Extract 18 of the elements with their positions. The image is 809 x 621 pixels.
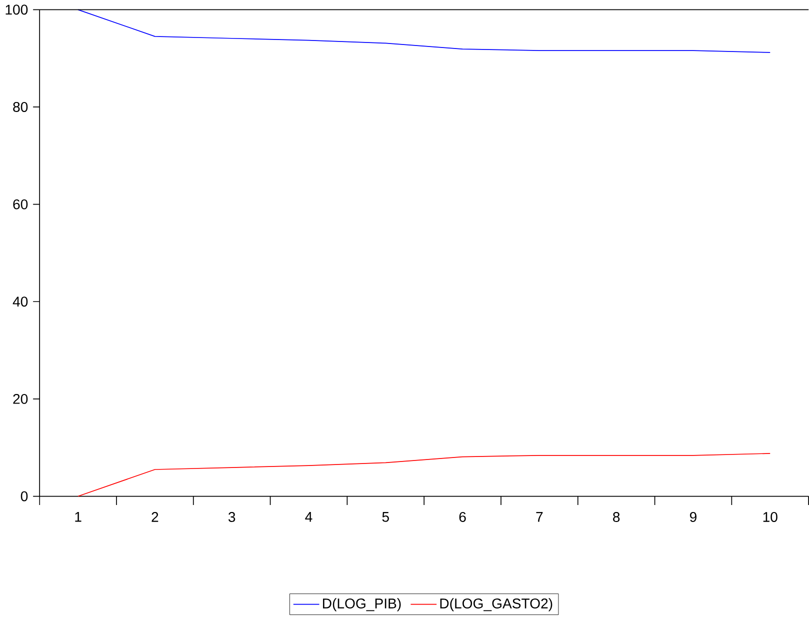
x-tick-label: 9 bbox=[690, 512, 696, 522]
x-tick-label: 8 bbox=[613, 512, 620, 522]
x-tick-label: 3 bbox=[228, 512, 236, 522]
x-tick-label: 6 bbox=[459, 512, 466, 522]
y-tick-label: 20 bbox=[13, 394, 28, 404]
x-tick-label: 5 bbox=[382, 512, 389, 522]
x-tick-label: 4 bbox=[305, 512, 312, 522]
x-tick-label: 1 bbox=[75, 512, 82, 522]
y-tick-label: 40 bbox=[12, 296, 28, 306]
y-tick-label: 60 bbox=[13, 199, 28, 210]
legend-label: D(LOG_PIB) bbox=[323, 598, 401, 611]
x-tick-label: 2 bbox=[152, 512, 158, 522]
x-tick-label: 7 bbox=[536, 512, 543, 522]
y-tick-label: 100 bbox=[6, 4, 28, 14]
y-tick-label: 0 bbox=[20, 491, 28, 502]
y-tick-label: 80 bbox=[13, 102, 28, 112]
legend-label: D(LOG_GASTO2) bbox=[440, 598, 552, 611]
x-tick-label: 10 bbox=[763, 512, 778, 522]
